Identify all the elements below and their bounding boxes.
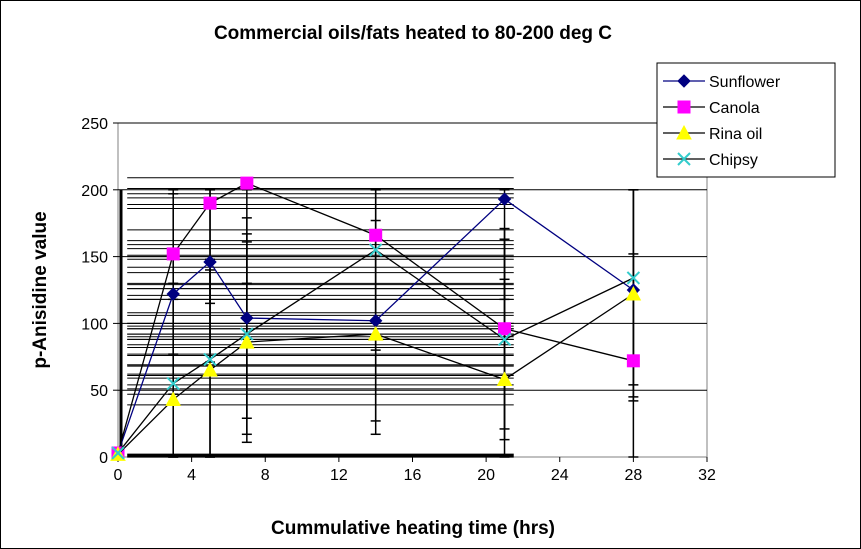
data-point-2-1: [165, 391, 182, 407]
data-point-2-5: [496, 371, 513, 387]
x-tick-label-3: 12: [330, 467, 348, 484]
x-tick-label-6: 24: [551, 467, 569, 484]
data-point-3-4: [368, 243, 383, 257]
x-tick-label-1: 4: [187, 467, 196, 484]
data-point-3-5-b: [497, 332, 512, 347]
data-point-3-0-b: [111, 446, 125, 460]
legend-marker-3: [677, 152, 691, 166]
data-point-1-4: [369, 228, 383, 242]
data-point-2-3: [239, 334, 255, 349]
y-tick-label-3: 150: [81, 250, 108, 267]
y-tick-label-0: 0: [99, 450, 108, 467]
y-axis-label: p-Anisidine value: [30, 211, 51, 368]
x-tick-label-5: 20: [477, 467, 495, 484]
legend-marker-3-b: [677, 152, 691, 166]
data-point-0-1: [166, 287, 180, 301]
data-point-3-6-b: [626, 271, 641, 285]
data-point-3-3: [240, 327, 254, 341]
data-point-0-5: [497, 192, 512, 206]
x-tick-label-7: 28: [624, 467, 642, 484]
data-point-1-2: [203, 196, 217, 210]
data-point-2-2: [202, 362, 218, 377]
legend-label-3: Chipsy: [709, 152, 758, 169]
x-tick-label-2: 8: [261, 467, 270, 484]
legend: Sunflower Canola Rina oil Chipsy: [656, 62, 836, 178]
data-point-3-1-b: [166, 376, 180, 391]
y-tick-label-5: 250: [81, 116, 108, 133]
data-point-3-6: [626, 271, 641, 285]
data-point-3-3-b: [240, 327, 254, 341]
data-point-3-4-b: [368, 243, 383, 257]
legend-label-2: Rina oil: [709, 126, 762, 143]
chart-title: Commercial oils/fats heated to 80-200 de…: [214, 23, 612, 44]
x-axis-label: Cummulative heating time (hrs): [271, 518, 555, 539]
error-hlines: [119, 177, 514, 458]
legend-label-1: Canola: [709, 100, 760, 117]
data-point-0-2: [203, 255, 217, 269]
x-tick-label-0: 0: [114, 467, 123, 484]
data-point-1-3: [240, 176, 254, 190]
data-point-2-4: [367, 326, 384, 341]
legend-marker-2: [676, 124, 692, 140]
y-tick-label-1: 50: [90, 383, 108, 400]
legend-label-0: Sunflower: [709, 74, 781, 91]
data-point-0-3: [240, 311, 254, 325]
data-point-1-5: [498, 322, 512, 336]
data-point-3-0: [111, 446, 125, 460]
x-tick-label-8: 32: [698, 467, 716, 484]
y-tick-label-4: 200: [81, 183, 108, 200]
y-tick-label-2: 100: [81, 316, 108, 333]
legend-marker-0: [677, 74, 691, 88]
data-point-3-2-b: [203, 352, 217, 367]
data-point-3-1: [166, 376, 180, 391]
data-point-3-2: [203, 352, 217, 367]
legend-marker-1: [677, 100, 691, 114]
data-point-1-6: [626, 354, 640, 368]
x-tick-label-4: 16: [404, 467, 422, 484]
data-point-1-1: [166, 247, 180, 261]
data-point-2-6: [625, 285, 642, 301]
plot-border: [117, 122, 708, 458]
plot-area: 0 4 8 12 16 20 24 28 32 0 50 100 150 200 250: [81, 116, 716, 484]
data-point-3-5: [497, 332, 512, 347]
